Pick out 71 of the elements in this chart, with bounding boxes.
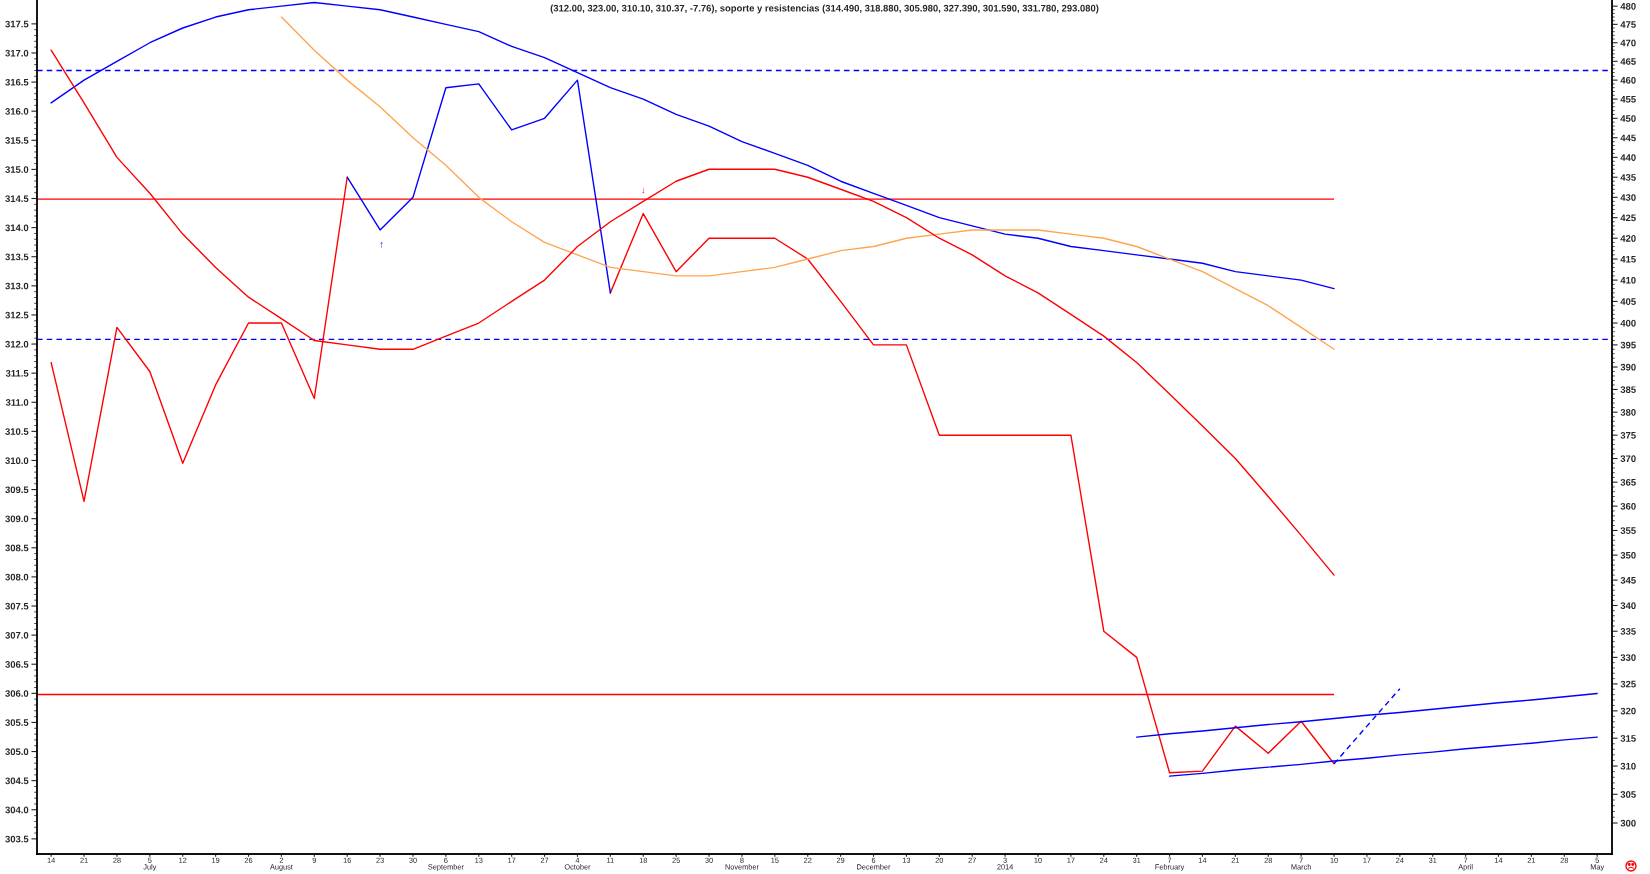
y2-tick-label: 465 <box>1620 58 1636 65</box>
y-tick-label: 313.5 <box>5 253 29 261</box>
y2-tick-label: 450 <box>1620 115 1636 122</box>
y2-tick-label: 445 <box>1620 134 1636 142</box>
y2-tick-label: 335 <box>1620 628 1636 635</box>
y-tick-label: 305.5 <box>5 719 29 726</box>
line-series <box>346 79 612 294</box>
line-series <box>280 16 1335 350</box>
y2-tick-label: 300 <box>1620 819 1636 827</box>
annotation: ↓ <box>642 187 645 194</box>
y-tick-label: 308.5 <box>5 544 29 552</box>
y-tick-label: 314.5 <box>5 195 29 203</box>
y-tick-label: 309.5 <box>5 486 29 494</box>
y2-tick-label: 420 <box>1620 235 1636 242</box>
y2-tick-label: 415 <box>1620 255 1636 263</box>
y2-tick-label: 315 <box>1620 735 1636 742</box>
y2-tick-label: 430 <box>1620 194 1636 201</box>
y2-tick-label: 480 <box>1620 2 1636 10</box>
y2-tick-label: 310 <box>1620 762 1636 770</box>
y2-tick-label: 365 <box>1620 479 1636 486</box>
y-tick-label: 306.0 <box>5 690 29 697</box>
y-tick-label: 307.0 <box>5 631 29 639</box>
y2-tick-label: 320 <box>1620 707 1636 715</box>
y2-tick-label: 360 <box>1620 502 1636 510</box>
y2-tick-label: 460 <box>1620 76 1636 84</box>
y2-tick-label: 405 <box>1620 298 1636 305</box>
y-tick-label: 315.0 <box>5 166 29 173</box>
y2-tick-label: 425 <box>1620 214 1636 222</box>
y2-tick-label: 355 <box>1620 527 1636 534</box>
y2-tick-label: 435 <box>1620 174 1636 181</box>
y-tick-label: 308.0 <box>5 573 29 581</box>
y-tick-label: 314.0 <box>5 224 29 232</box>
y2-tick-label: 345 <box>1620 576 1636 584</box>
annotation: ↑ <box>380 242 383 248</box>
y2-tick-label: 440 <box>1620 154 1636 161</box>
y2-tick-label: 375 <box>1620 432 1636 439</box>
y-tick-label: 306.5 <box>5 661 29 668</box>
y-tick-label: 317.0 <box>5 49 29 57</box>
y2-tick-label: 340 <box>1620 602 1636 610</box>
y-tick-label: 305.0 <box>5 748 29 756</box>
y2-tick-label: 370 <box>1620 455 1636 463</box>
y2-tick-label: 400 <box>1620 319 1636 327</box>
y-tick-label: 311.5 <box>5 369 29 377</box>
y-tick-label: 310.5 <box>5 428 29 435</box>
y-tick-label: 309.0 <box>5 515 29 523</box>
y-tick-label: 312.5 <box>5 311 29 319</box>
y-tick-label: 317.5 <box>5 20 29 28</box>
y-tick-label: 310.0 <box>5 457 29 464</box>
y2-tick-label: 455 <box>1620 96 1636 103</box>
y-tick-label: 316.5 <box>5 78 29 86</box>
y-tick-label: 304.0 <box>5 806 29 814</box>
y-tick-label: 315.5 <box>5 137 29 144</box>
y2-tick-label: 325 <box>1620 680 1636 688</box>
y2-tick-label: 330 <box>1620 654 1636 661</box>
chart-title: (312.00, 323.00, 310.10, 310.37, -7.76), soporte y resistencias (314.490, 318.880, 305.980, 327.390, 301.590, 331.780, 293.080) <box>550 4 1099 14</box>
y2-tick-label: 350 <box>1620 551 1636 559</box>
y2-tick-label: 380 <box>1620 409 1636 416</box>
y2-tick-label: 385 <box>1620 386 1636 393</box>
y-tick-label: 311.0 <box>5 399 29 406</box>
y-tick-label: 307.5 <box>5 602 29 610</box>
y-tick-label: 303.5 <box>5 835 29 843</box>
y2-tick-label: 390 <box>1620 363 1636 371</box>
y-tick-label: 312.0 <box>5 340 29 348</box>
y2-tick-label: 475 <box>1620 21 1636 28</box>
y2-tick-label: 395 <box>1620 341 1636 349</box>
y2-tick-label: 410 <box>1620 276 1636 284</box>
y-tick-label: 304.5 <box>5 777 29 785</box>
y-tick-label: 313.0 <box>5 282 29 290</box>
y-tick-label: 316.0 <box>5 108 29 115</box>
y2-tick-label: 470 <box>1620 39 1636 47</box>
y2-tick-label: 305 <box>1620 791 1636 798</box>
